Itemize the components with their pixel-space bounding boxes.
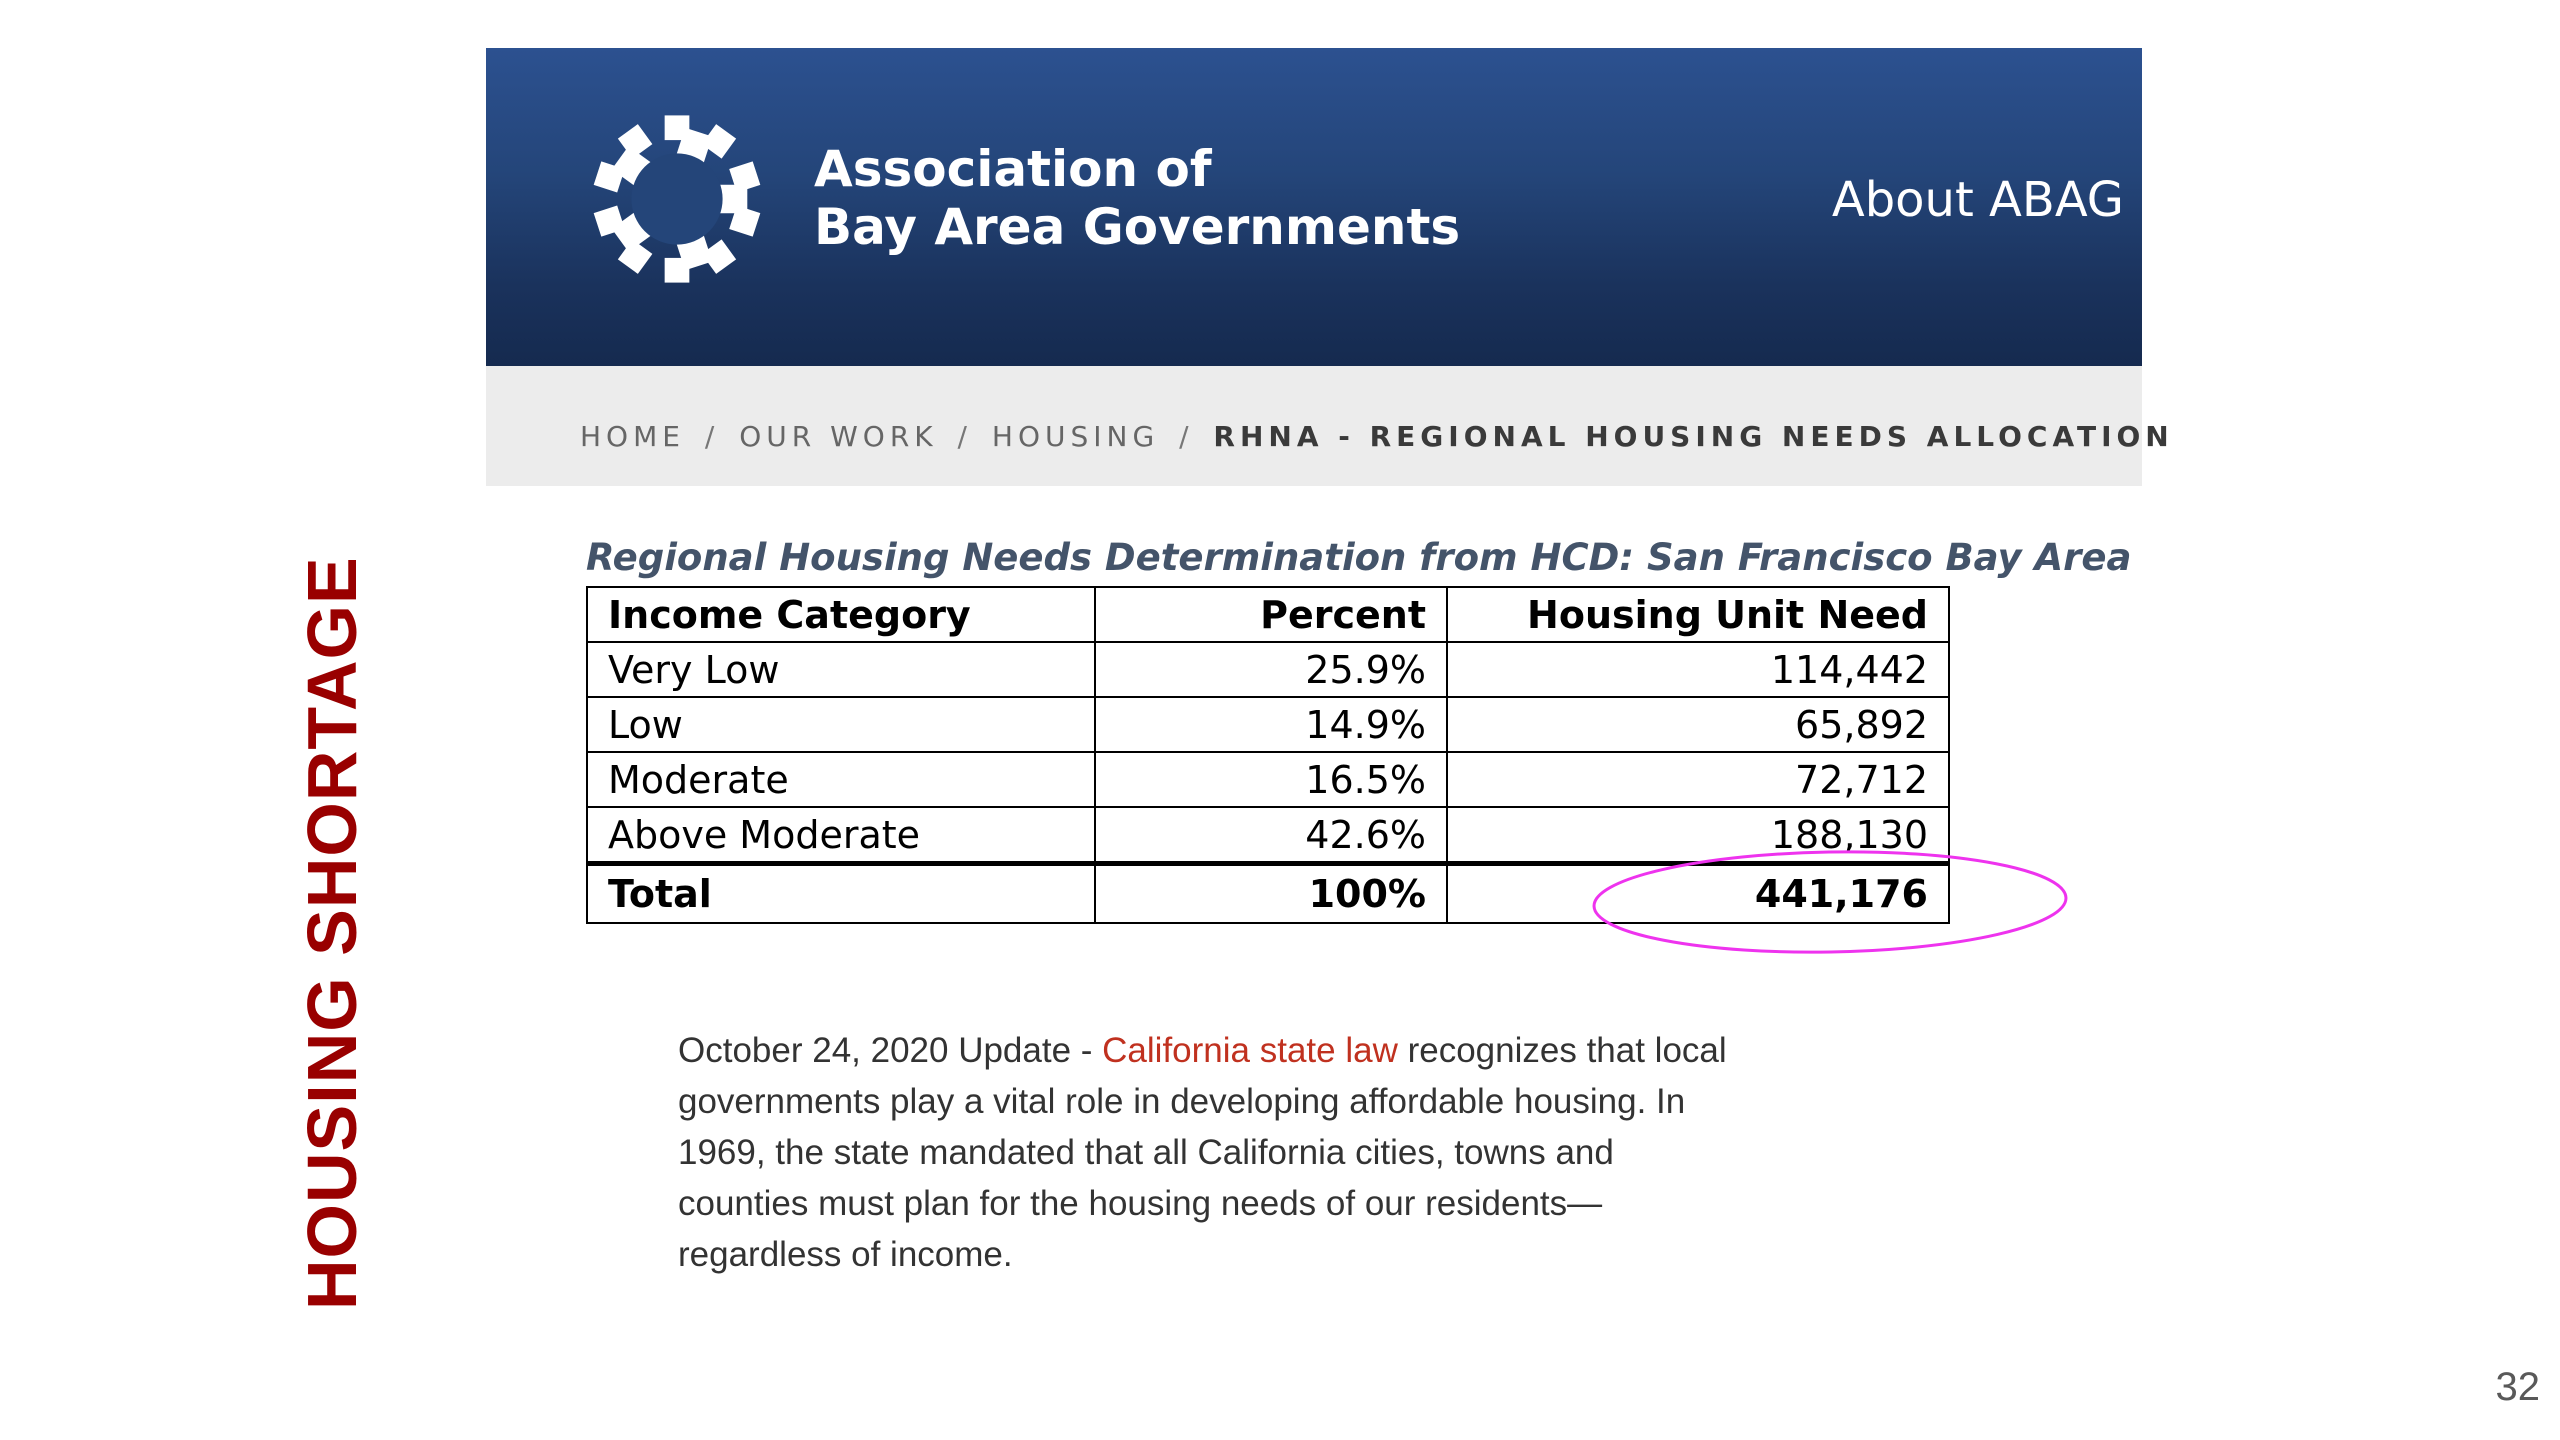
breadcrumb-current: RHNA - REGIONAL HOUSING NEEDS ALLOCATION [1213,420,2174,453]
org-name-line1: Association of [814,140,1212,198]
breadcrumb-home[interactable]: HOME [580,420,685,453]
abag-sunburst-logo-icon [593,115,761,283]
percent-cell: 25.9% [1094,641,1448,698]
table-total-row: Total 100% 441,176 [586,861,1950,924]
column-header-housing-unit-need: Housing Unit Need [1446,586,1950,643]
breadcrumb-separator: / [1179,420,1194,453]
breadcrumb-separator: / [957,420,972,453]
abag-header: Association of Bay Area Governments Abou… [486,48,2142,366]
org-name-line2: Bay Area Governments [814,198,1461,256]
breadcrumb-our-work[interactable]: OUR WORK [739,420,938,453]
table-row: Above Moderate 42.6% 188,130 [586,806,1950,865]
column-header-income-category: Income Category [586,586,1096,643]
table-caption: Regional Housing Needs Determination fro… [586,536,2132,579]
income-category-cell: Low [586,696,1096,753]
table-row: Moderate 16.5% 72,712 [586,751,1950,808]
percent-cell: 16.5% [1094,751,1448,808]
total-percent-cell: 100% [1094,861,1448,924]
page-number: 32 [2495,1365,2541,1409]
breadcrumb-separator: / [704,420,720,453]
table-row: Low 14.9% 65,892 [586,696,1950,753]
housing-unit-need-cell: 65,892 [1446,696,1950,753]
income-category-cell: Moderate [586,751,1096,808]
update-body: recognizes that local governments play a… [678,1031,1727,1274]
slide-side-title: HOUSING SHORTAGE [293,556,371,1310]
update-paragraph: October 24, 2020 Update - California sta… [678,1025,1728,1280]
income-category-cell: Above Moderate [586,806,1096,865]
total-housing-unit-need-cell: 441,176 [1446,861,1950,924]
update-lead: October 24, 2020 Update - [678,1031,1103,1070]
table-header-row: Income Category Percent Housing Unit Nee… [586,586,1950,643]
income-category-cell: Very Low [586,641,1096,698]
california-state-law-link[interactable]: California state law [1102,1031,1398,1070]
column-header-percent: Percent [1094,586,1448,643]
percent-cell: 14.9% [1094,696,1448,753]
about-abag-link[interactable]: About ABAG [1831,172,2124,228]
breadcrumb-bar: HOME / OUR WORK / HOUSING / RHNA - REGIO… [486,366,2169,486]
total-label-cell: Total [586,861,1096,924]
housing-unit-need-cell: 188,130 [1446,806,1950,865]
org-name[interactable]: Association of Bay Area Governments [814,140,1460,256]
housing-needs-table: Income Category Percent Housing Unit Nee… [586,586,1950,924]
housing-unit-need-cell: 114,442 [1446,641,1950,698]
breadcrumb-housing[interactable]: HOUSING [991,420,1160,453]
housing-unit-need-cell: 72,712 [1446,751,1950,808]
table-row: Very Low 25.9% 114,442 [586,641,1950,698]
breadcrumb: HOME / OUR WORK / HOUSING / RHNA - REGIO… [580,420,2174,453]
percent-cell: 42.6% [1094,806,1448,865]
